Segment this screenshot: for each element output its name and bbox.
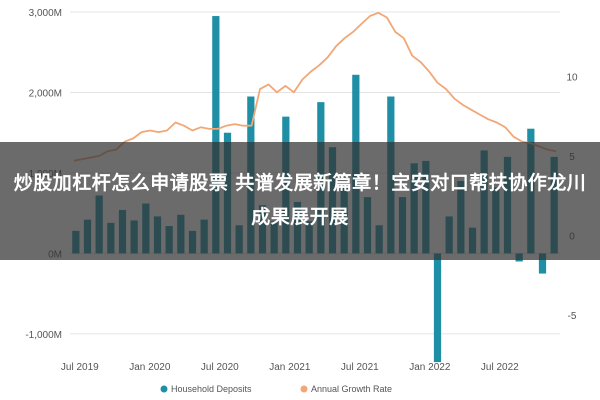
x-tick-label: Jul 2021 <box>341 362 379 373</box>
deposit-bar <box>212 16 220 254</box>
legend: Household Deposits Annual Growth Rate <box>160 384 392 394</box>
x-tick-label: Jul 2019 <box>61 362 99 373</box>
right-tick-label: 10 <box>566 72 578 83</box>
growth-line <box>73 11 557 162</box>
headline-banner: 炒股加杠杆怎么申请股票 共谱发展新篇章！宝安对口帮扶协作龙川成果展开展 <box>0 142 600 260</box>
left-tick-label: -1,000M <box>25 330 62 341</box>
x-tick-label: Jul 2020 <box>201 362 239 373</box>
x-tick-label: Jan 2022 <box>409 362 451 373</box>
right-tick-label: -5 <box>568 311 577 322</box>
legend-label-deposits: Household Deposits <box>171 384 252 394</box>
legend-label-growth: Annual Growth Rate <box>311 384 392 394</box>
x-tick-label: Jul 2022 <box>481 362 519 373</box>
left-tick-label: 2,000M <box>29 88 62 99</box>
legend-swatch-deposits <box>160 385 168 393</box>
deposit-bar <box>538 253 547 274</box>
x-axis-ticks: Jul 2019 Jan 2020 Jul 2020 Jan 2021 Jul 2021… <box>61 362 519 373</box>
left-tick-label: 3,000M <box>29 8 62 19</box>
x-tick-label: Jan 2020 <box>129 362 171 373</box>
x-tick-label: Jan 2021 <box>269 362 311 373</box>
deposit-bar <box>433 253 442 363</box>
growth-line-layer <box>73 11 557 162</box>
headline-text[interactable]: 炒股加杠杆怎么申请股票 共谱发展新篇章！宝安对口帮扶协作龙川成果展开展 <box>13 172 587 228</box>
legend-swatch-growth <box>300 385 308 393</box>
